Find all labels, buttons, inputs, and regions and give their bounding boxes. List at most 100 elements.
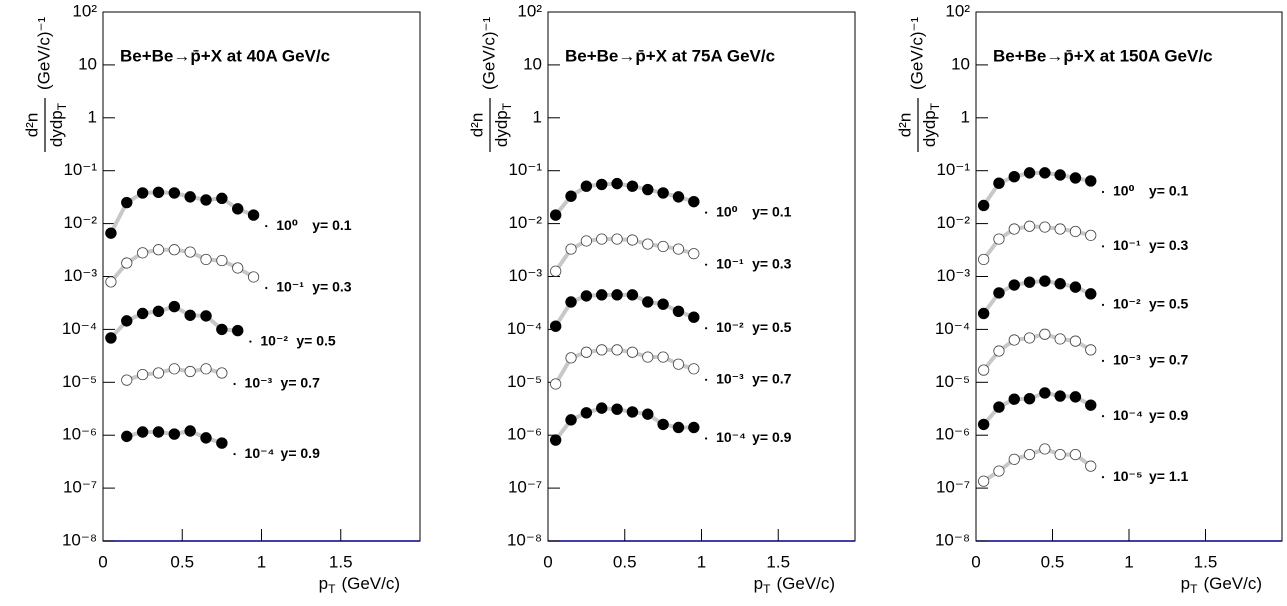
data-point <box>216 323 228 336</box>
series-name: y= 0.3 <box>752 255 792 271</box>
data-point <box>993 233 1005 245</box>
series-line <box>554 406 694 442</box>
x-tick-label: 1 <box>257 552 266 571</box>
data-point <box>993 177 1005 189</box>
x-tick-label: 0 <box>98 552 107 571</box>
data-point <box>1039 328 1051 340</box>
series-name: y= 0.9 <box>1149 407 1189 423</box>
data-point <box>596 402 608 414</box>
y-label-denominator-sub: T <box>928 102 942 110</box>
data-point <box>580 346 592 358</box>
series-name: y= 0.1 <box>312 217 352 233</box>
data-point <box>136 187 149 199</box>
series-scale-label: 10⁻¹ <box>276 279 304 295</box>
x-tick-label: 1 <box>697 552 706 571</box>
data-point <box>121 315 133 327</box>
data-point <box>184 309 196 321</box>
data-point <box>565 190 577 202</box>
data-point <box>184 246 196 258</box>
y-tick-label: 10⁻¹ <box>508 160 542 179</box>
data-point <box>1069 225 1082 238</box>
data-point <box>550 265 562 277</box>
data-point <box>105 276 117 288</box>
data-point <box>247 271 260 283</box>
data-point <box>688 248 700 260</box>
data-point <box>611 177 623 190</box>
y-label-denominator-main: dydp <box>920 110 939 147</box>
x-tick-label: 0.5 <box>170 552 194 571</box>
data-point <box>611 289 623 301</box>
data-point <box>596 289 608 301</box>
series-name: y= 0.5 <box>1149 296 1189 312</box>
label-dot <box>265 224 268 228</box>
data-point <box>1054 169 1066 181</box>
x-tick-label: 1.5 <box>1194 552 1218 571</box>
x-axis-label: pT (GeV/c) <box>319 574 400 596</box>
y-tick-label: 10⁻² <box>936 213 970 232</box>
y-tick-label: 10⁻⁸ <box>935 530 970 549</box>
series-name: y= 0.9 <box>752 429 792 445</box>
y-tick-label: 10⁻³ <box>936 266 970 285</box>
series-scale-label: 10⁰ <box>1113 183 1135 199</box>
y-tick-label: 1 <box>533 107 542 126</box>
data-point <box>200 194 212 206</box>
y-tick-label: 10⁻² <box>508 213 542 232</box>
panel: 10⁻⁸ 10⁻⁷ 10⁻⁶ 10⁻⁵ 10⁻⁴ 10⁻³ 10⁻² 10⁻¹ 1 10 10² 0 0… <box>22 1 421 596</box>
data-point <box>105 227 117 239</box>
data-point <box>216 367 228 379</box>
series-name: y= 0.9 <box>281 445 321 461</box>
y-tick-label: 10⁻⁴ <box>507 319 542 338</box>
data-point <box>1023 392 1036 405</box>
data-point <box>184 425 196 437</box>
data-point <box>565 243 577 255</box>
data-point <box>1039 221 1051 233</box>
data-point <box>1008 453 1020 465</box>
data-point <box>1085 460 1097 472</box>
data-point <box>657 187 669 199</box>
y-label-denominator: dydpT <box>492 102 514 147</box>
data-point <box>688 363 700 375</box>
data-point <box>184 191 196 203</box>
data-point <box>596 344 608 356</box>
data-point <box>1085 288 1097 300</box>
label-dot <box>233 452 236 456</box>
data-point <box>642 351 654 363</box>
series-scale-label: 10⁰ <box>716 203 738 219</box>
y-tick-label: 10⁻⁷ <box>508 478 542 497</box>
data-point <box>977 307 990 320</box>
data-point <box>200 310 212 322</box>
series-scale-label: 10⁻² <box>260 332 288 348</box>
data-point <box>152 426 165 438</box>
data-point <box>1039 167 1051 179</box>
x-tick-label: 1.5 <box>329 552 353 571</box>
data-point <box>626 289 639 301</box>
series-scale-label: 10⁻¹ <box>1113 237 1141 253</box>
data-point <box>657 351 669 363</box>
y-label-unit: (GeV/c)⁻¹ <box>907 16 926 90</box>
chart-title: Be+Be→p̄+X at 40A GeV/c <box>120 46 330 65</box>
panel: 10⁻⁸ 10⁻⁷ 10⁻⁶ 10⁻⁵ 10⁻⁴ 10⁻³ 10⁻² 10⁻¹ 1 10 10² 0 0… <box>467 1 856 596</box>
data-point <box>121 430 133 443</box>
y-tick-label: 10⁻⁷ <box>63 478 97 497</box>
y-tick-label: 10⁻³ <box>63 266 97 285</box>
data-point <box>993 287 1005 299</box>
data-point <box>993 345 1005 357</box>
y-tick-label: 10⁻⁴ <box>935 319 970 338</box>
data-point <box>152 367 165 379</box>
data-point <box>168 363 180 375</box>
x-label-main: p <box>1181 574 1190 593</box>
data-point <box>247 209 260 221</box>
data-point <box>672 243 685 255</box>
data-point <box>626 180 639 192</box>
data-point <box>1085 229 1097 241</box>
data-point <box>1023 448 1036 461</box>
y-tick-label: 10⁻⁸ <box>62 530 97 549</box>
data-point <box>1054 448 1066 461</box>
x-tick-label: 0.5 <box>613 552 637 571</box>
x-label-unit: (GeV/c) <box>1203 574 1262 593</box>
data-point <box>1069 391 1082 403</box>
label-dot <box>705 378 708 381</box>
label-dot <box>705 437 708 440</box>
y-tick-label: 10² <box>517 1 542 20</box>
x-tick-label: 0.5 <box>1041 552 1065 571</box>
